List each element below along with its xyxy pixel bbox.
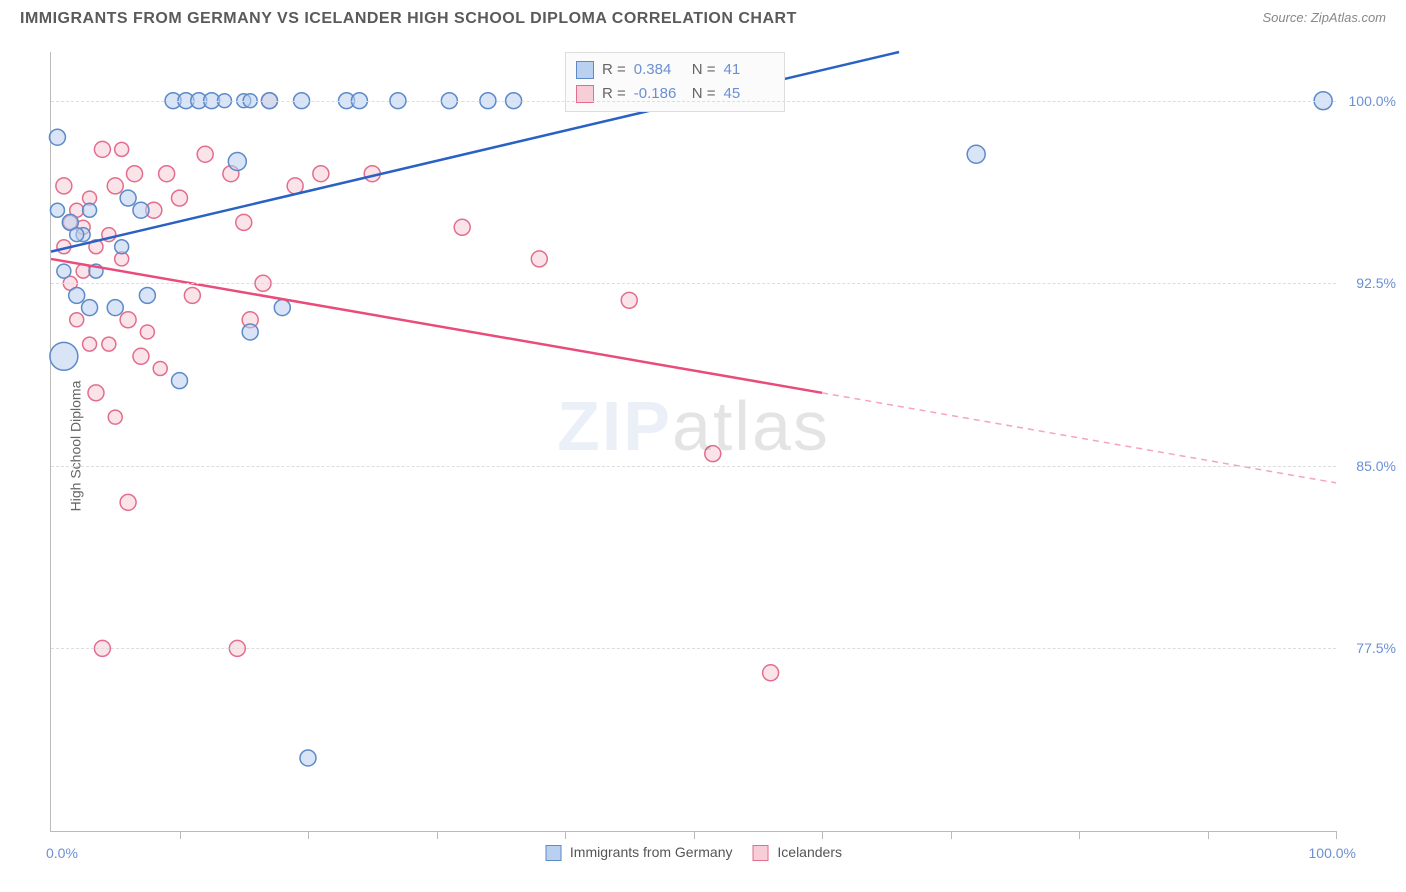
- x-tick: [1336, 831, 1337, 839]
- data-point: [49, 129, 65, 145]
- y-tick-label: 77.5%: [1356, 640, 1396, 656]
- data-point: [50, 342, 78, 370]
- x-tick: [437, 831, 438, 839]
- data-point: [313, 166, 329, 182]
- data-point: [967, 145, 985, 163]
- stats-row-icelanders: R = -0.186 N = 45: [576, 82, 774, 106]
- data-point: [153, 361, 167, 375]
- x-tick: [951, 831, 952, 839]
- data-point: [69, 287, 85, 303]
- x-tick: [308, 831, 309, 839]
- y-tick-label: 85.0%: [1356, 458, 1396, 474]
- data-point: [127, 166, 143, 182]
- gridline: [51, 648, 1336, 649]
- data-point: [107, 178, 123, 194]
- chart-title: IMMIGRANTS FROM GERMANY VS ICELANDER HIG…: [20, 10, 797, 28]
- correlation-stats-box: R = 0.384 N = 41 R = -0.186 N = 45: [565, 52, 785, 112]
- data-point: [197, 146, 213, 162]
- legend-item-germany: Immigrants from Germany: [545, 844, 732, 861]
- data-point: [50, 203, 64, 217]
- x-axis-min-label: 0.0%: [46, 845, 78, 861]
- data-point: [140, 325, 154, 339]
- data-point: [83, 337, 97, 351]
- data-point: [159, 166, 175, 182]
- data-point: [274, 300, 290, 316]
- chart-plot-area: ZIPatlas R = 0.384 N = 41 R = -0.186 N =…: [50, 52, 1336, 832]
- scatter-svg: [51, 52, 1336, 831]
- data-point: [763, 665, 779, 681]
- data-point: [172, 373, 188, 389]
- data-point: [70, 228, 84, 242]
- data-point: [287, 178, 303, 194]
- data-point: [120, 494, 136, 510]
- y-tick-label: 92.5%: [1356, 275, 1396, 291]
- data-point: [705, 446, 721, 462]
- data-point: [102, 337, 116, 351]
- data-point: [82, 300, 98, 316]
- gridline: [51, 283, 1336, 284]
- data-point: [621, 292, 637, 308]
- data-point: [115, 142, 129, 156]
- y-tick-label: 100.0%: [1349, 93, 1396, 109]
- data-point: [88, 385, 104, 401]
- legend-item-icelanders: Icelanders: [753, 844, 842, 861]
- legend-swatch-blue-icon: [545, 845, 561, 861]
- x-tick: [1208, 831, 1209, 839]
- data-point: [57, 264, 71, 278]
- data-point: [120, 312, 136, 328]
- data-point: [108, 410, 122, 424]
- gridline: [51, 101, 1336, 102]
- data-point: [300, 750, 316, 766]
- source-attribution: Source: ZipAtlas.com: [1262, 10, 1386, 25]
- x-tick: [565, 831, 566, 839]
- legend: Immigrants from Germany Icelanders: [545, 844, 842, 861]
- data-point: [120, 190, 136, 206]
- x-axis-max-label: 100.0%: [1309, 845, 1356, 861]
- legend-swatch-pink-icon: [753, 845, 769, 861]
- data-point: [83, 203, 97, 217]
- data-point: [242, 324, 258, 340]
- swatch-blue: [576, 61, 594, 79]
- data-point: [172, 190, 188, 206]
- data-point: [139, 287, 155, 303]
- data-point: [107, 300, 123, 316]
- gridline: [51, 466, 1336, 467]
- stats-row-germany: R = 0.384 N = 41: [576, 58, 774, 82]
- data-point: [531, 251, 547, 267]
- data-point: [94, 141, 110, 157]
- data-point: [133, 348, 149, 364]
- data-point: [115, 240, 129, 254]
- data-point: [133, 202, 149, 218]
- data-point: [70, 313, 84, 327]
- x-tick: [180, 831, 181, 839]
- x-tick: [1079, 831, 1080, 839]
- x-tick: [822, 831, 823, 839]
- trend-line-icelanders-extrap: [822, 393, 1336, 483]
- data-point: [228, 153, 246, 171]
- data-point: [184, 287, 200, 303]
- x-tick: [694, 831, 695, 839]
- data-point: [236, 214, 252, 230]
- data-point: [454, 219, 470, 235]
- data-point: [56, 178, 72, 194]
